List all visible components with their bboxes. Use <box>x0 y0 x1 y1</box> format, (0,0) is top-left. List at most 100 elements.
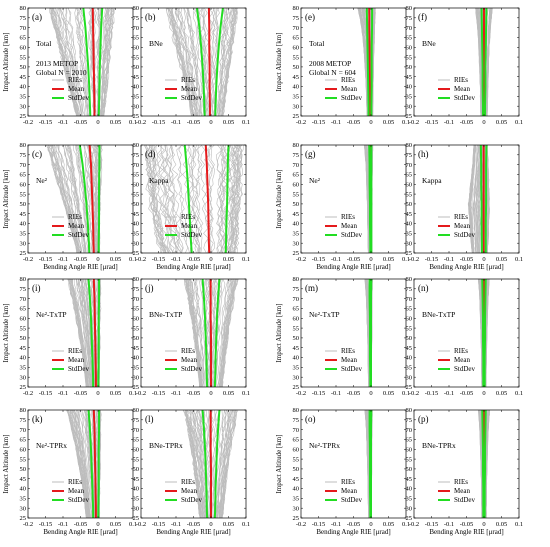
y-tick-label: 60 <box>133 315 140 322</box>
y-tick-label: 75 <box>293 417 300 424</box>
y-tick-label: 55 <box>406 54 413 61</box>
rie-curve <box>78 410 92 518</box>
x-tick-label: 0 <box>96 119 99 126</box>
rie-curve <box>366 145 370 253</box>
rie-curve <box>170 8 194 116</box>
y-tick-label: 80 <box>406 142 413 149</box>
y-tick-label: 65 <box>406 306 413 313</box>
x-tick-label: -0.05 <box>347 256 361 263</box>
x-tick-label: -0.15 <box>425 119 439 126</box>
panel-letter: (k) <box>32 414 43 424</box>
y-tick-label: 35 <box>133 231 140 238</box>
legend-rie-label: RIEs <box>181 76 195 84</box>
rie-curve <box>95 145 99 253</box>
y-tick-label: 40 <box>133 486 140 493</box>
stddev-line <box>97 8 104 116</box>
rie-curve <box>192 410 204 518</box>
rie-curve <box>50 145 79 253</box>
rie-curve <box>219 279 234 387</box>
panel-n: 25 30 35 40 45 50 55 60 65 70 75 80 -0.2 -0.15 -0.1 -0.… <box>406 276 524 397</box>
y-tick-label: 80 <box>293 276 300 283</box>
y-tick-label: 65 <box>20 172 27 179</box>
rie-curve <box>166 145 182 253</box>
x-tick-label: -0.2 <box>296 521 306 528</box>
panel-letter: (j) <box>145 283 154 293</box>
rie-curve <box>92 145 98 253</box>
panel-p: 25 30 35 40 45 50 55 60 65 70 75 80 -0.2 -0.15 -0.1 -0.… <box>406 407 524 536</box>
rie-curve <box>202 8 209 116</box>
y-tick-label: 45 <box>20 476 27 483</box>
rie-curve <box>358 8 369 116</box>
y-axis-label: Impact Altitude [km] <box>275 303 283 362</box>
rie-curve <box>468 145 475 253</box>
rie-curve <box>67 410 87 518</box>
x-tick-label: -0.2 <box>409 521 419 528</box>
stddev-line <box>87 279 95 387</box>
stddev-line <box>97 279 101 387</box>
y-tick-label: 25 <box>406 250 413 257</box>
y-tick-label: 70 <box>293 427 300 434</box>
panel-label: BNe <box>422 39 436 48</box>
legend-rie-label: RIEs <box>341 76 355 84</box>
panel-label: BNe-TxTP <box>422 310 455 319</box>
rie-curve <box>144 145 163 253</box>
y-tick-label: 30 <box>293 505 300 512</box>
rie-curve <box>219 145 226 253</box>
rie-curve <box>195 145 204 253</box>
x-tick-label: -0.1 <box>331 390 341 397</box>
x-tick-label: 0.1 <box>242 256 250 263</box>
x-axis-label: Bending Angle RIE [μrad] <box>316 528 390 536</box>
panel-label: Ne² <box>36 176 48 185</box>
x-tick-label: -0.1 <box>58 256 68 263</box>
panel-c: 25 30 35 40 45 50 55 60 65 70 75 80 -0.2 -0.15 -0.1 -0.… <box>2 142 137 271</box>
y-tick-label: 65 <box>293 306 300 313</box>
legend-stddev-label: StdDev <box>181 231 203 239</box>
y-tick-label: 40 <box>20 355 27 362</box>
legend-rie-label: RIEs <box>341 478 355 486</box>
rie-curve <box>58 145 83 253</box>
panel-letter: (i) <box>32 283 41 293</box>
y-tick-label: 80 <box>20 276 27 283</box>
y-tick-label: 35 <box>406 496 413 503</box>
panel-label: Ne²-TxTP <box>36 310 67 319</box>
legend-mean-label: Mean <box>341 222 357 230</box>
y-tick-label: 70 <box>133 162 140 169</box>
rie-curve <box>220 410 235 518</box>
rie-curve <box>187 8 203 116</box>
rie-curve <box>190 279 203 387</box>
x-tick-label: -0.1 <box>444 119 454 126</box>
x-tick-label: -0.1 <box>331 256 341 263</box>
x-tick-label: -0.2 <box>23 390 33 397</box>
rie-curve <box>169 145 184 253</box>
x-tick-label: 0.1 <box>242 390 250 397</box>
y-tick-label: 30 <box>406 374 413 381</box>
legend-mean-label: Mean <box>454 487 470 495</box>
rie-curve <box>64 145 86 253</box>
y-tick-label: 65 <box>406 35 413 42</box>
rie-curve <box>221 8 238 116</box>
x-tick-label: -0.15 <box>425 256 439 263</box>
rie-curve <box>94 279 98 387</box>
panel-label: Kappa <box>149 176 169 185</box>
y-tick-label: 35 <box>293 496 300 503</box>
y-tick-label: 60 <box>293 181 300 188</box>
y-tick-label: 55 <box>406 191 413 198</box>
y-tick-label: 40 <box>293 355 300 362</box>
y-tick-label: 55 <box>133 325 140 332</box>
panel-f: 25 30 35 40 45 50 55 60 65 70 75 80 -0.2 -0.15 -0.1 -0.… <box>406 5 524 126</box>
y-tick-label: 55 <box>20 54 27 61</box>
legend-stddev-label: StdDev <box>341 365 363 373</box>
rie-curve <box>219 279 232 387</box>
y-tick-label: 80 <box>293 142 300 149</box>
x-tick-label: 0 <box>369 521 372 528</box>
y-tick-label: 40 <box>406 355 413 362</box>
x-tick-label: -0.2 <box>296 256 306 263</box>
x-tick-label: 0.05 <box>223 521 234 528</box>
stddev-line <box>365 8 370 116</box>
x-axis-label: Bending Angle RIE [μrad] <box>156 528 230 536</box>
x-tick-label: -0.05 <box>187 390 201 397</box>
panel-annotation: Global N = 2010 <box>36 68 87 77</box>
mean-line <box>88 145 95 253</box>
legend-stddev-label: StdDev <box>181 496 203 504</box>
